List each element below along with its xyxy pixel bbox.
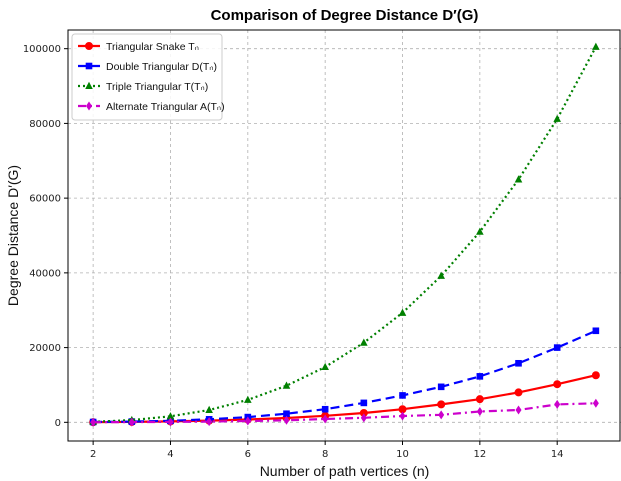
data-point bbox=[205, 405, 213, 413]
data-point bbox=[283, 410, 290, 418]
data-point bbox=[475, 395, 484, 404]
data-point bbox=[592, 42, 600, 50]
data-point bbox=[476, 227, 484, 235]
legend-swatch-marker bbox=[85, 42, 93, 50]
data-point bbox=[515, 405, 522, 415]
data-point bbox=[554, 399, 561, 409]
x-tick-label: 4 bbox=[167, 449, 173, 460]
y-tick-label: 60000 bbox=[29, 194, 61, 205]
data-point bbox=[437, 271, 445, 279]
data-point bbox=[438, 410, 445, 420]
data-point bbox=[360, 399, 368, 407]
data-point bbox=[476, 373, 484, 380]
plot-frame bbox=[67, 29, 621, 442]
data-point bbox=[360, 413, 367, 423]
series-line bbox=[93, 374, 597, 424]
data-point bbox=[553, 380, 562, 389]
data-point bbox=[514, 388, 523, 397]
y-tick-label: 40000 bbox=[29, 268, 61, 279]
x-tick-label: 12 bbox=[473, 449, 486, 460]
axis-ticks: 2 4 6 8 10 12 14 0 20000 40000 60000 80000 100000 bbox=[23, 44, 564, 460]
data-point bbox=[90, 417, 97, 427]
x-tick-label: 2 bbox=[90, 449, 96, 460]
data-point bbox=[592, 398, 599, 408]
data-point bbox=[321, 405, 329, 413]
data-point bbox=[399, 411, 406, 421]
y-tick-label: 100000 bbox=[23, 44, 61, 55]
data-point bbox=[515, 359, 522, 367]
series-line bbox=[93, 402, 596, 424]
data-point bbox=[283, 415, 290, 425]
data-point bbox=[244, 416, 251, 426]
series-line bbox=[93, 329, 597, 424]
legend-entry-label: Alternate Triangular A(Tₙ) bbox=[106, 101, 225, 113]
series-2 bbox=[89, 327, 600, 426]
legend-entry-label: Double Triangular D(Tₙ) bbox=[106, 61, 217, 73]
data-point bbox=[167, 417, 174, 427]
data-point bbox=[322, 414, 329, 424]
series-line bbox=[93, 46, 597, 423]
legend-entry-label: Triangular Snake Tₙ bbox=[106, 41, 199, 53]
x-tick-label: 8 bbox=[322, 449, 328, 460]
legend-swatch-marker bbox=[85, 81, 93, 89]
data-point bbox=[128, 417, 135, 427]
y-axis-label: Degree Distance D′(G) bbox=[5, 165, 21, 306]
x-tick-label: 14 bbox=[551, 449, 564, 460]
data-point bbox=[437, 383, 445, 391]
data-point bbox=[282, 381, 291, 389]
series-1 bbox=[89, 371, 600, 427]
x-tick-label: 10 bbox=[396, 449, 409, 460]
data-point bbox=[321, 362, 329, 371]
legend: Triangular Snake Tₙ Double Triangular D(T… bbox=[71, 33, 225, 121]
plot-area bbox=[89, 42, 600, 427]
data-point bbox=[206, 417, 213, 427]
y-tick-label: 0 bbox=[55, 418, 61, 429]
x-tick-label: 6 bbox=[245, 449, 251, 460]
data-point bbox=[244, 395, 252, 403]
data-point bbox=[553, 344, 561, 351]
x-axis-label: Number of path vertices (n) bbox=[260, 463, 430, 479]
data-point bbox=[166, 412, 175, 420]
data-point bbox=[360, 338, 368, 346]
y-tick-label: 80000 bbox=[29, 119, 61, 130]
data-point bbox=[398, 308, 407, 316]
series-4 bbox=[90, 398, 599, 427]
data-point bbox=[399, 392, 406, 399]
data-point bbox=[591, 371, 600, 380]
data-point bbox=[592, 327, 600, 335]
legend-entry-label: Triple Triangular T(Tₙ) bbox=[106, 81, 208, 93]
legend-box bbox=[71, 33, 223, 121]
y-tick-label: 20000 bbox=[29, 343, 61, 354]
data-point bbox=[437, 400, 446, 409]
data-point bbox=[553, 114, 561, 122]
data-point bbox=[476, 406, 483, 416]
chart-title: Comparison of Degree Distance D′(G) bbox=[211, 7, 479, 24]
legend-swatch-marker bbox=[85, 62, 93, 70]
data-point bbox=[514, 175, 523, 183]
legend-swatch-marker bbox=[86, 101, 92, 111]
